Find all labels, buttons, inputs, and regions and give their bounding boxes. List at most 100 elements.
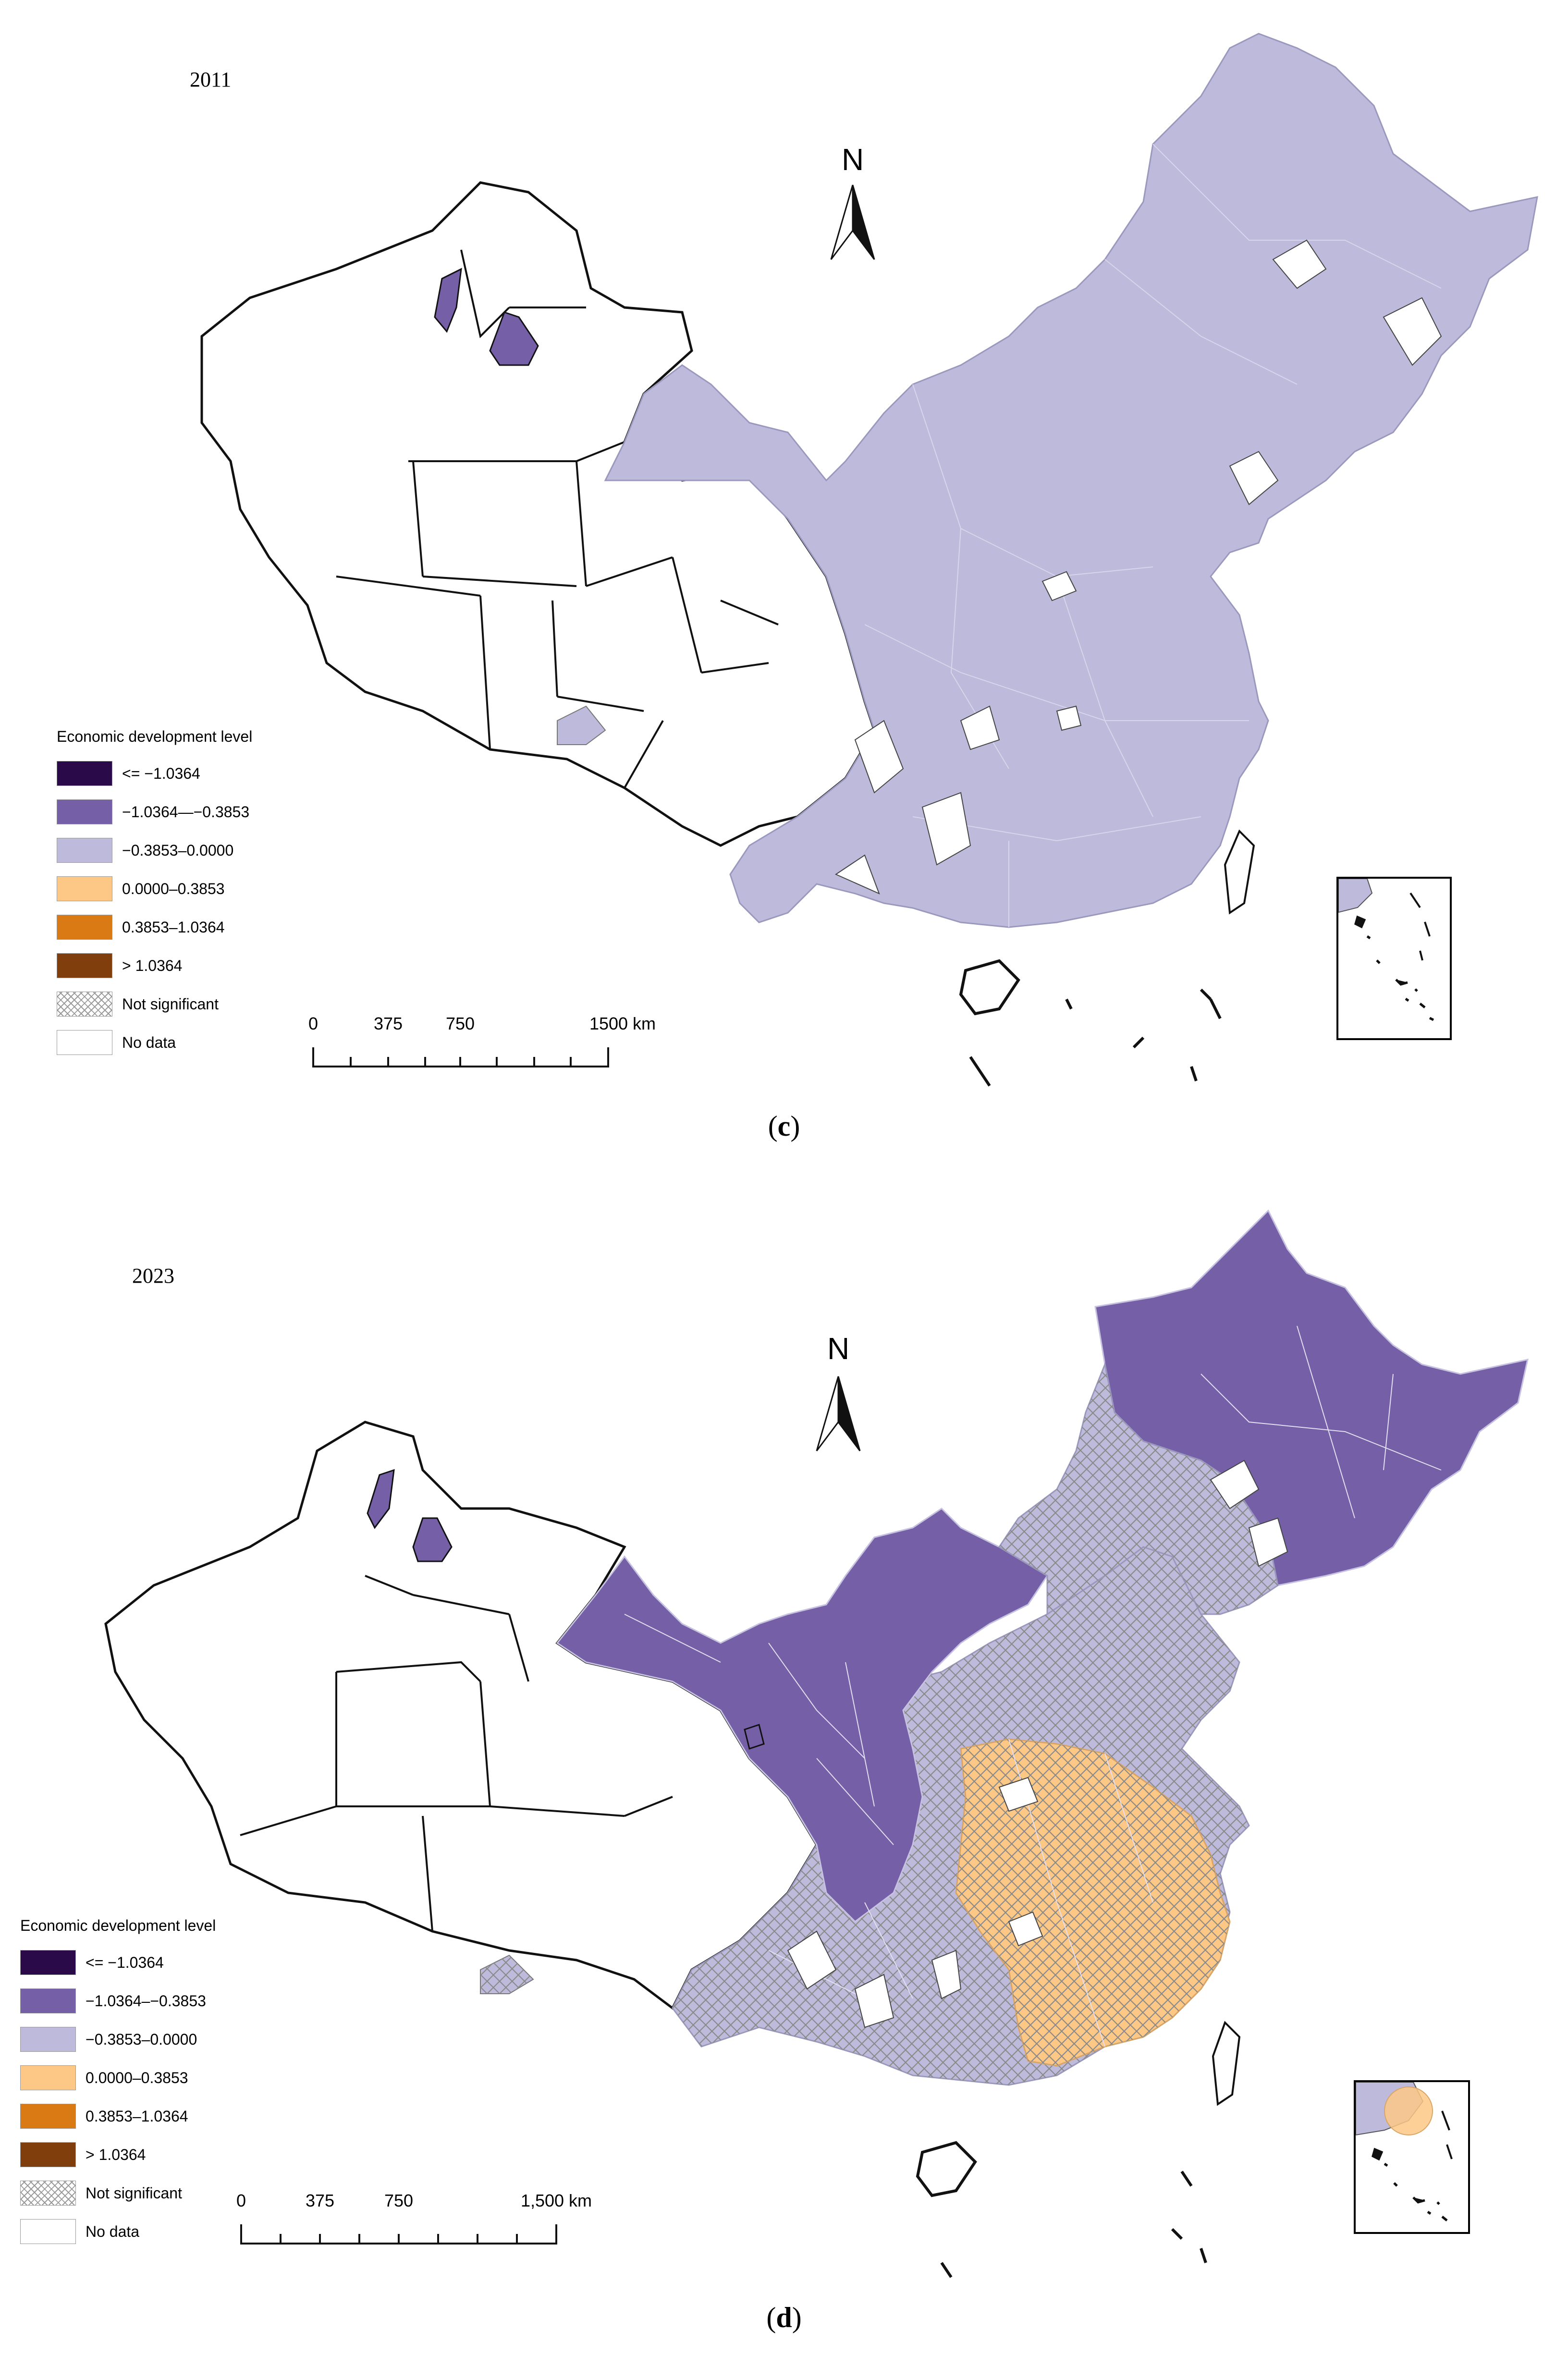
legend-label: 0.3853–1.0364 (122, 918, 225, 936)
legend-2023: Economic development level <= −1.0364 −1.… (20, 1917, 216, 2251)
east-internal-boundaries (864, 144, 1442, 927)
legend-label: No data (122, 1033, 176, 1051)
sea-boundary-marks (940, 2171, 1207, 2278)
legend-label: −1.0364—−0.3853 (122, 803, 250, 821)
legend-swatch (20, 2142, 76, 2167)
legend-label: Not significant (122, 995, 219, 1013)
scale-label-1500: 1,500 km (520, 2191, 592, 2210)
legend-swatch (57, 799, 112, 824)
north-label: N (827, 1331, 850, 1366)
scale-bar-graphic (240, 2224, 557, 2245)
north-arrow-2011 (830, 184, 875, 260)
no-data-holes (787, 1460, 1288, 2028)
patch-class2-a (434, 268, 462, 333)
legend-item: −1.0364—−0.3853 (57, 793, 252, 831)
patch-class2-b (489, 311, 539, 366)
scale-label-1500: 1500 km (589, 1014, 656, 1033)
west-internal-boundaries (336, 249, 779, 788)
choropleth-map-2023 (104, 1209, 1529, 2278)
scale-bar-2011: 0 375 750 1500 km (308, 1014, 656, 1071)
legend-2011: Economic development level <= −1.0364 −1.… (57, 728, 252, 1062)
panel-caption-d: (d) (766, 2302, 802, 2333)
south-china-sea-inset-2023 (1354, 2080, 1470, 2234)
panel-year-label: 2023 (132, 1264, 174, 1288)
north-label: N (842, 142, 864, 177)
legend-item: 0.3853–1.0364 (57, 908, 252, 946)
south-china-sea-inset-2011 (1336, 877, 1452, 1040)
legend-item: Not significant (20, 2174, 216, 2212)
legend-item: > 1.0364 (20, 2135, 216, 2174)
scale-label-375: 375 (305, 2191, 335, 2210)
legend-item: 0.0000–0.3853 (20, 2059, 216, 2097)
map-panel-2011: 2011 N Economic development level <= −1.… (0, 0, 1568, 1163)
legend-swatch (20, 2219, 76, 2244)
scale-label-750: 750 (445, 1014, 475, 1033)
hatch-overlay-class4 (956, 1739, 1230, 2066)
legend-item: −1.0364–−0.3853 (20, 1982, 216, 2020)
legend-label: 0.0000–0.3853 (86, 2069, 188, 2086)
scale-label-0: 0 (308, 1014, 318, 1033)
legend-title: Economic development level (20, 1917, 216, 1934)
legend-swatch (57, 761, 112, 786)
legend-item: Not significant (57, 985, 252, 1023)
island-taiwan (1224, 829, 1255, 915)
region-west-no-data (200, 181, 876, 847)
panel-caption-c: (c) (768, 1110, 800, 1142)
legend-label: No data (86, 2222, 140, 2240)
legend-item: −0.3853–0.0000 (57, 831, 252, 870)
scale-label-0: 0 (236, 2191, 246, 2210)
island-hainan (916, 2141, 977, 2197)
scale-bar-graphic (312, 1047, 609, 1067)
scale-label-375: 375 (373, 1014, 403, 1033)
island-hainan (959, 959, 1020, 1016)
legend-title: Economic development level (57, 728, 253, 745)
legend-swatch (20, 1988, 76, 2013)
legend-label: <= −1.0364 (122, 764, 200, 782)
legend-swatch (20, 2027, 76, 2052)
patch-class2-gansu (744, 1724, 765, 1750)
north-arrow-2023 (816, 1376, 861, 1451)
legend-label: 0.0000–0.3853 (122, 880, 225, 897)
legend-item: No data (57, 1023, 252, 1062)
legend-swatch (20, 2104, 76, 2129)
hatch-overlay-ne (999, 1364, 1278, 1614)
legend-item: No data (20, 2212, 216, 2251)
region-class2-north (556, 1508, 1049, 1923)
legend-item: > 1.0364 (57, 946, 252, 985)
legend-swatch (57, 953, 112, 978)
legend-swatch (57, 1030, 112, 1055)
legend-swatch (20, 1950, 76, 1975)
east-internal-boundaries (624, 1325, 1442, 2047)
island-taiwan (1212, 2021, 1241, 2106)
panel-year-label: 2011 (190, 68, 232, 91)
legend-label: 0.3853–1.0364 (86, 2107, 188, 2125)
legend-swatch (57, 915, 112, 940)
map-panel-2023: 2023 (0, 1182, 1568, 2354)
legend-label: <= −1.0364 (86, 1953, 164, 1971)
sea-boundary-marks (969, 988, 1222, 1087)
scale-bar-2023: 0 375 750 1,500 km (236, 2191, 592, 2248)
legend-swatch (57, 992, 112, 1017)
scale-label-750: 750 (384, 2191, 414, 2210)
legend-swatch (57, 876, 112, 901)
legend-swatch (20, 2065, 76, 2090)
legend-swatch (57, 838, 112, 863)
legend-item: 0.3853–1.0364 (20, 2097, 216, 2135)
legend-label: > 1.0364 (86, 2146, 146, 2163)
no-data-holes (834, 239, 1442, 895)
legend-item: <= −1.0364 (20, 1943, 216, 1982)
hatch-overlay-tibet (480, 1955, 533, 1994)
legend-label: > 1.0364 (122, 957, 183, 974)
legend-label: −1.0364–−0.3853 (86, 1992, 206, 2010)
choropleth-map-2011 (200, 33, 1538, 1087)
legend-label: −0.3853–0.0000 (122, 841, 234, 859)
legend-item: −0.3853–0.0000 (20, 2020, 216, 2059)
legend-label: Not significant (86, 2184, 182, 2202)
patch-class2-b (412, 1517, 453, 1562)
west-internal-boundaries (240, 1575, 673, 1932)
legend-item: 0.0000–0.3853 (57, 870, 252, 908)
patch-class2-a (367, 1469, 395, 1529)
legend-swatch (20, 2181, 76, 2206)
patch-class3-tibet (557, 705, 606, 745)
legend-label: −0.3853–0.0000 (86, 2030, 197, 2048)
